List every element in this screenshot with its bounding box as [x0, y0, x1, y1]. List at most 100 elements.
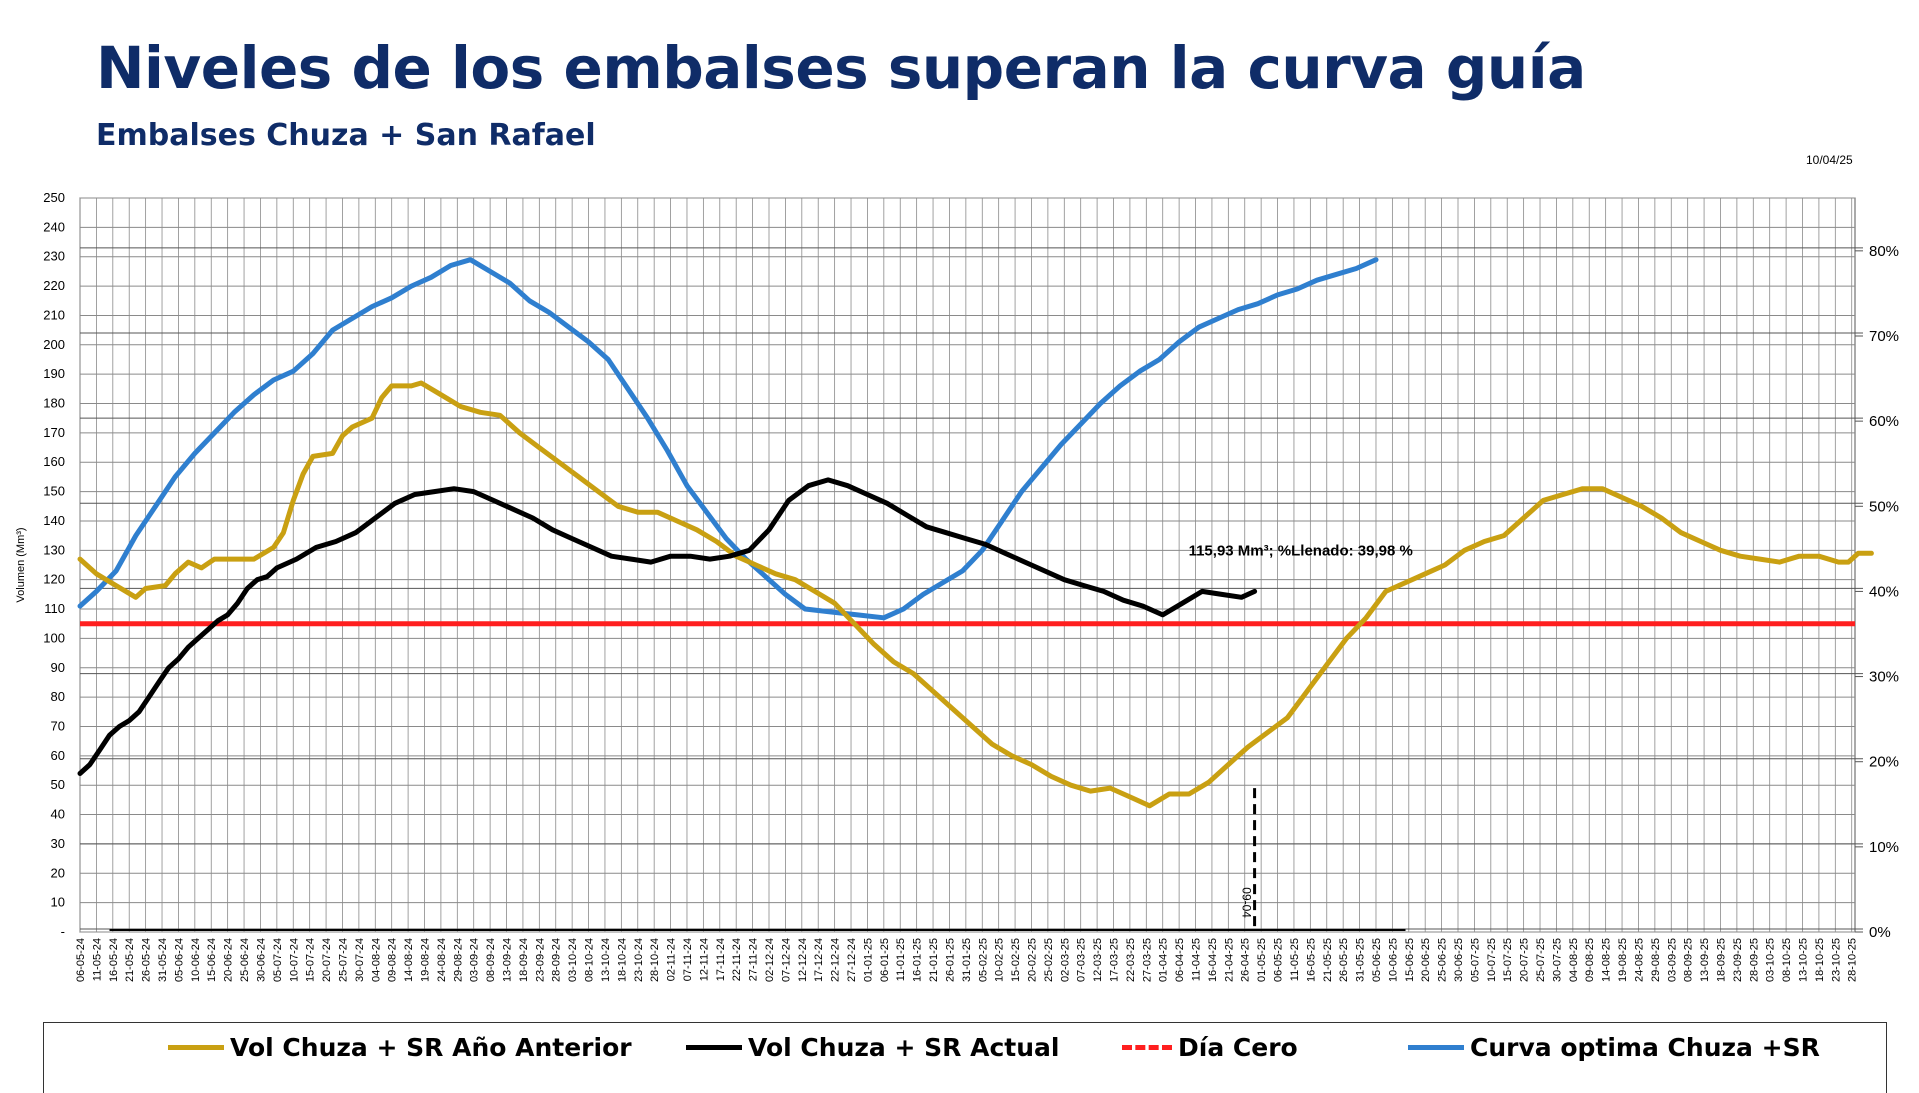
- x-tick-label: 05-06-25: [1371, 938, 1383, 982]
- x-tick-label: 12-11-24: [698, 938, 710, 981]
- y-tick-label: 50: [51, 777, 65, 792]
- legend-item-previous-year: Vol Chuza + SR Año Anterior: [168, 1028, 632, 1066]
- y2-tick-label: 20%: [1869, 754, 1899, 771]
- legend-swatch-day-zero: [1122, 1044, 1172, 1050]
- y-axis-title: Volumen (Mm³): [15, 527, 27, 602]
- x-tick-label: 16-05-25: [1305, 938, 1317, 982]
- y-tick-label: 140: [43, 513, 65, 528]
- x-tick-label: 10-06-25: [1387, 938, 1399, 982]
- day-zero-marker-label: 09-04: [1240, 887, 1254, 918]
- y-tick-label: 220: [43, 278, 65, 293]
- x-tick-label: 13-10-25: [1798, 938, 1810, 982]
- x-tick-label: 15-06-25: [1404, 938, 1416, 982]
- x-tick-label: 26-05-25: [1338, 938, 1350, 982]
- x-tick-label: 31-05-25: [1355, 938, 1367, 982]
- x-tick-label: 12-03-25: [1092, 938, 1104, 982]
- legend-item-current: Vol Chuza + SR Actual: [686, 1028, 1059, 1066]
- x-tick-label: 02-12-24: [764, 938, 776, 982]
- legend-swatch-previous-year: [168, 1044, 224, 1050]
- y-tick-label: 60: [51, 748, 65, 763]
- y-tick-label: 250: [43, 190, 65, 205]
- y2-tick-label: 10%: [1869, 839, 1899, 856]
- x-tick-label: 09-08-24: [387, 938, 399, 982]
- y-tick-label: 20: [51, 865, 65, 880]
- x-tick-label: 14-08-25: [1601, 938, 1613, 982]
- x-tick-label: 23-10-24: [633, 938, 645, 982]
- x-tick-label: 07-11-24: [682, 938, 694, 981]
- y-tick-label: 100: [43, 630, 65, 645]
- x-tick-label: 28-10-25: [1847, 938, 1859, 982]
- x-tick-label: 30-06-24: [255, 938, 267, 982]
- x-tick-label: 13-09-25: [1699, 938, 1711, 982]
- x-tick-label: 07-12-24: [780, 938, 792, 982]
- x-tick-label: 11-05-24: [91, 938, 103, 981]
- x-tick-label: 03-10-25: [1765, 938, 1777, 982]
- x-tick-label: 20-06-25: [1420, 938, 1432, 982]
- x-tick-label: 02-03-25: [1059, 938, 1071, 982]
- x-tick-label: 27-12-24: [846, 938, 858, 982]
- x-tick-label: 28-10-24: [649, 938, 661, 982]
- x-tick-label: 23-10-25: [1830, 938, 1842, 982]
- x-tick-label: 28-09-24: [551, 938, 563, 982]
- x-tick-label: 11-05-25: [1289, 938, 1301, 981]
- x-tick-label: 04-08-25: [1568, 938, 1580, 982]
- x-tick-label: 30-07-24: [354, 938, 366, 982]
- x-tick-label: 02-11-24: [666, 938, 678, 981]
- legend-label-optimal-curve: Curva optima Chuza +SR: [1470, 1032, 1820, 1062]
- legend-swatch-current: [686, 1044, 742, 1050]
- x-tick-label: 01-05-25: [1256, 938, 1268, 982]
- y-tick-label: 200: [43, 337, 65, 352]
- y-tick-label: 170: [43, 425, 65, 440]
- series-line-1: [77, 380, 1874, 809]
- x-tick-label: 11-04-25: [1191, 938, 1203, 981]
- y-tick-label: 90: [51, 660, 65, 675]
- legend-label-day-zero: Día Cero: [1178, 1032, 1298, 1062]
- x-tick-label: 26-05-24: [141, 938, 153, 982]
- y-tick-label: 110: [44, 601, 65, 616]
- x-tick-label: 30-07-25: [1551, 938, 1563, 982]
- y-tick-label: 240: [43, 219, 65, 234]
- x-tick-label: 08-10-24: [584, 938, 596, 982]
- x-tick-label: 16-04-25: [1207, 938, 1219, 982]
- x-tick-label: 17-03-25: [1109, 938, 1121, 982]
- x-tick-label: 23-09-24: [534, 938, 546, 982]
- x-tick-label: 27-03-25: [1141, 938, 1153, 982]
- x-tick-label: 25-06-24: [239, 938, 251, 982]
- x-tick-label: 18-09-24: [518, 938, 530, 982]
- x-tick-label: 27-11-24: [748, 938, 760, 981]
- x-tick-label: 04-08-24: [370, 938, 382, 982]
- x-tick-label: 24-08-24: [436, 938, 448, 982]
- x-tick-label: 12-12-24: [797, 938, 809, 982]
- x-tick-label: 07-03-25: [1076, 938, 1088, 982]
- x-tick-label: 25-02-25: [1043, 938, 1055, 982]
- x-tick-label: 24-08-25: [1633, 938, 1645, 982]
- x-tick-label: 01-04-25: [1158, 938, 1170, 982]
- y2-tick-label: 60%: [1869, 413, 1899, 430]
- x-tick-label: 15-02-25: [1010, 938, 1022, 982]
- x-tick-label: 01-01-25: [862, 938, 874, 982]
- y-tick-label: 40: [51, 807, 65, 822]
- x-tick-label: 25-07-25: [1535, 938, 1547, 982]
- x-tick-label: 19-08-25: [1617, 938, 1629, 982]
- x-tick-label: 03-10-24: [567, 938, 579, 982]
- x-tick-label: 05-07-25: [1469, 938, 1481, 982]
- x-tick-label: 08-09-24: [485, 938, 497, 982]
- legend-item-day-zero: Día Cero: [1122, 1028, 1298, 1066]
- x-tick-label: 10-02-25: [994, 938, 1006, 982]
- page-title: Niveles de los embalses superan la curva…: [96, 34, 1586, 102]
- x-tick-label: 29-08-24: [452, 938, 464, 982]
- x-tick-label: 21-05-25: [1322, 938, 1334, 982]
- y2-tick-label: 50%: [1869, 498, 1899, 515]
- legend-item-optimal-curve: Curva optima Chuza +SR: [1408, 1028, 1820, 1066]
- y-tick-label: 30: [51, 836, 65, 851]
- x-tick-label: 17-12-24: [813, 938, 825, 982]
- x-tick-label: 31-01-25: [961, 938, 973, 982]
- x-tick-label: 14-08-24: [403, 938, 415, 982]
- y2-tick-label: 40%: [1869, 583, 1899, 600]
- x-tick-label: 21-01-25: [928, 938, 940, 982]
- x-tick-label: 26-04-25: [1240, 938, 1252, 982]
- y-tick-label: 190: [43, 366, 65, 381]
- x-tick-label: 05-02-25: [977, 938, 989, 982]
- x-tick-label: 03-09-25: [1666, 938, 1678, 982]
- x-tick-label: 31-05-24: [157, 938, 169, 982]
